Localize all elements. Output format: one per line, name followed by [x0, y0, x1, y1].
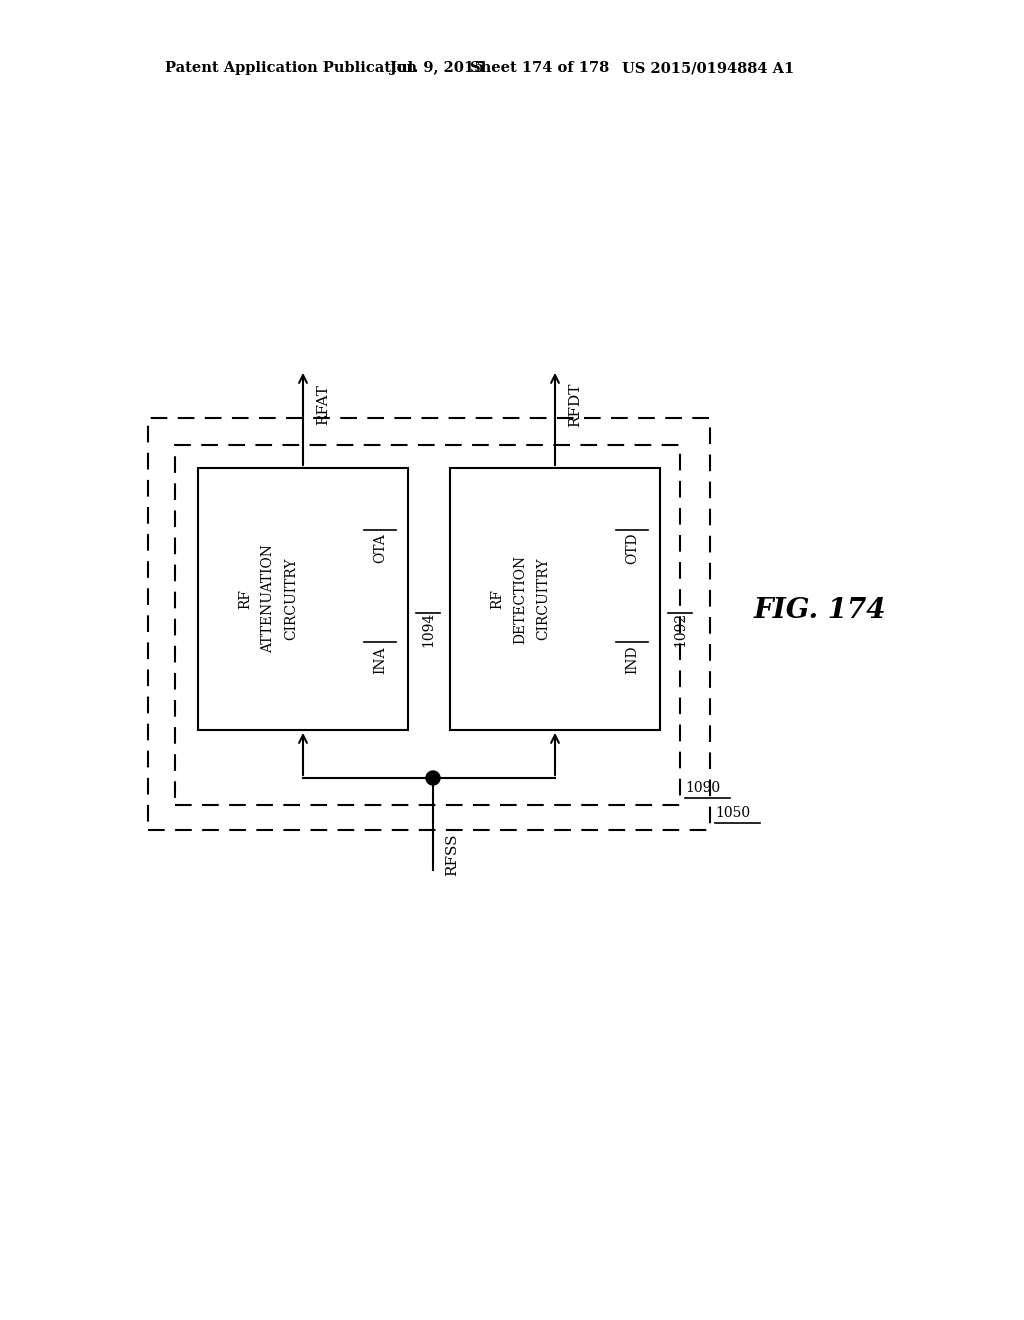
Bar [450, 469, 660, 730]
Text: RFAT: RFAT [316, 384, 330, 425]
Text: 1090: 1090 [685, 781, 720, 795]
Circle shape [426, 771, 440, 785]
Text: Sheet 174 of 178: Sheet 174 of 178 [470, 61, 609, 75]
Text: 1092: 1092 [673, 611, 687, 647]
Text: 1050: 1050 [715, 807, 751, 820]
Bar [148, 418, 710, 830]
Text: OTA: OTA [373, 533, 387, 562]
Text: US 2015/0194884 A1: US 2015/0194884 A1 [622, 61, 795, 75]
Text: RFDT: RFDT [568, 383, 582, 428]
Text: RF
ATTENUATION
CIRCUITRY: RF ATTENUATION CIRCUITRY [239, 545, 298, 653]
Text: OTD: OTD [625, 532, 639, 564]
Text: Jul. 9, 2015: Jul. 9, 2015 [390, 61, 484, 75]
Text: IND: IND [625, 645, 639, 675]
Text: FIG. 174: FIG. 174 [754, 597, 886, 623]
Text: 1094: 1094 [421, 611, 435, 647]
Bar [198, 469, 408, 730]
Text: RFSS: RFSS [445, 834, 459, 876]
Text: INA: INA [373, 647, 387, 673]
Text: RF
DETECTION
CIRCUITRY: RF DETECTION CIRCUITRY [490, 554, 550, 644]
Bar [175, 445, 680, 805]
Text: Patent Application Publication: Patent Application Publication [165, 61, 417, 75]
